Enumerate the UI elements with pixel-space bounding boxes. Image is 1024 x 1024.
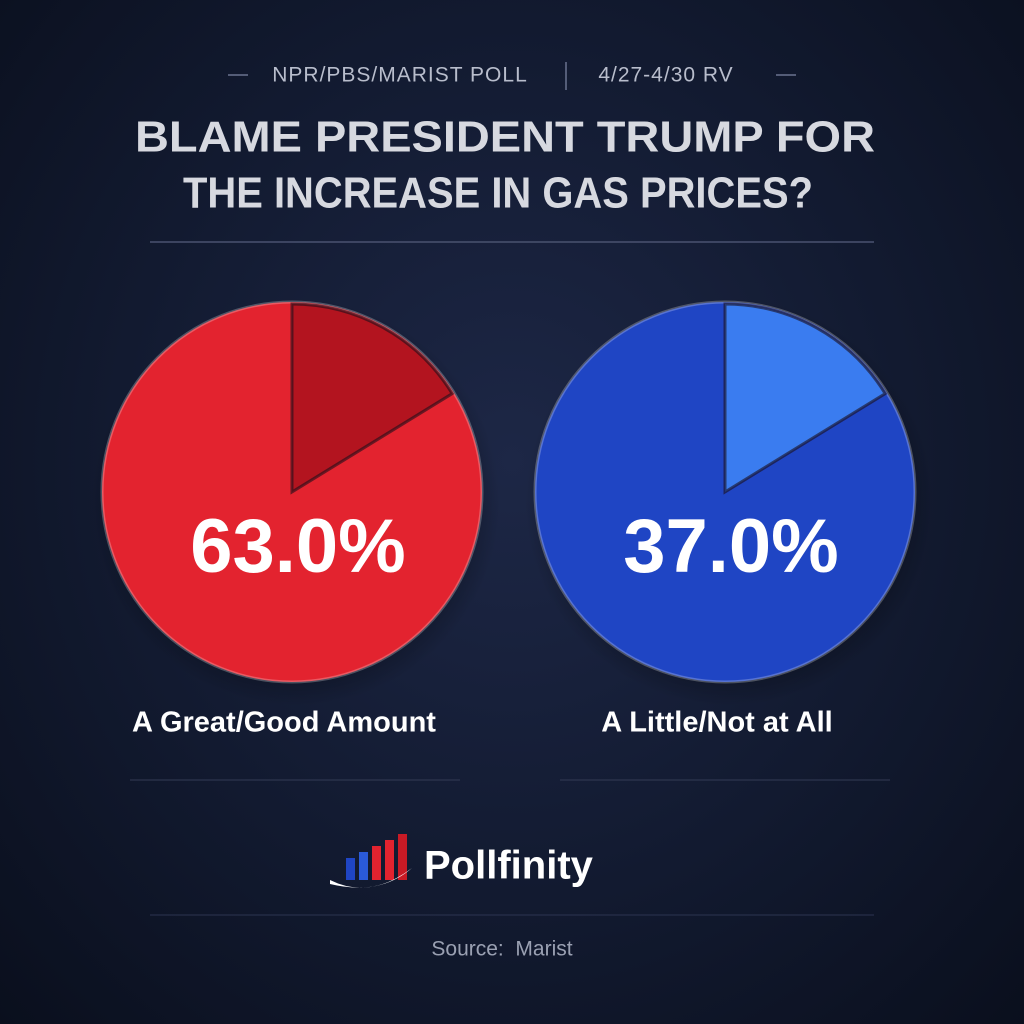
logo-bar — [346, 858, 355, 880]
value-label: 63.0% — [190, 504, 406, 589]
logo-bar — [359, 852, 368, 880]
plot: 63.0% A Great/Good Amount 37.0% A Little/No… — [92, 298, 933, 739]
logo-icon — [330, 834, 412, 888]
logo-bar — [385, 840, 394, 880]
value-label: 37.0% — [623, 504, 839, 589]
poll-dates: 4/27-4/30 RV — [598, 64, 733, 87]
logo-bar — [398, 834, 407, 880]
wedge — [290, 302, 455, 495]
category-label: A Little/Not at All — [601, 707, 832, 739]
brand: Pollfinity — [424, 844, 594, 888]
title-line: BLAME PRESIDENT TRUMP FOR — [135, 113, 875, 162]
poll-name: NPR/PBS/MARIST POLL — [272, 64, 528, 87]
wedge — [723, 302, 888, 495]
title-line: THE INCREASE IN GAS PRICES? — [183, 169, 813, 218]
source: Source: Marist — [431, 938, 572, 961]
category-label: A Great/Good Amount — [132, 707, 436, 739]
logo-bar — [372, 846, 381, 880]
